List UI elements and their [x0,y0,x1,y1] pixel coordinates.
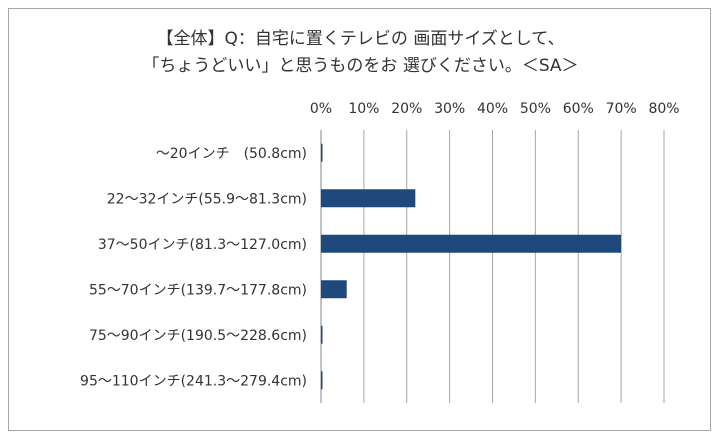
bar [321,143,323,162]
x-tick-label: 20% [391,101,422,117]
chart-title-line-2: 「ちょうどいい」と思うものをお 選びください。＜SA＞ [142,56,579,76]
x-tick-label: 60% [563,101,594,117]
x-tick-label: 40% [477,101,508,117]
category-label: 75～90インチ(190.5～228.6cm) [89,328,307,344]
x-tick-label: 50% [520,101,551,117]
category-label: ～20インチ (50.8cm) [156,146,307,162]
bar [321,371,323,390]
category-label: 37～50インチ(81.3～127.0cm) [98,237,307,253]
x-tick-label: 70% [606,101,637,117]
x-tick-label: 0% [310,101,332,117]
category-label: 95～110インチ(241.3～279.4cm) [80,373,307,389]
x-tick-label: 80% [648,101,679,117]
chart-frame [8,8,711,431]
x-tick-label: 10% [348,101,379,117]
bar [321,189,416,208]
chart-title: 【全体】Q：自宅に置くテレビの 画面サイズとして、 「ちょうどいい」と思うものを… [0,26,721,80]
x-tick-label: 30% [434,101,465,117]
bar [321,325,323,344]
bar [321,234,622,253]
bar [321,280,347,299]
chart-title-line-1: 【全体】Q：自宅に置くテレビの 画面サイズとして、 [156,29,565,49]
category-label: 22～32インチ(55.9～81.3cm) [107,191,307,207]
category-label: 55～70インチ(139.7～177.8cm) [89,282,307,298]
